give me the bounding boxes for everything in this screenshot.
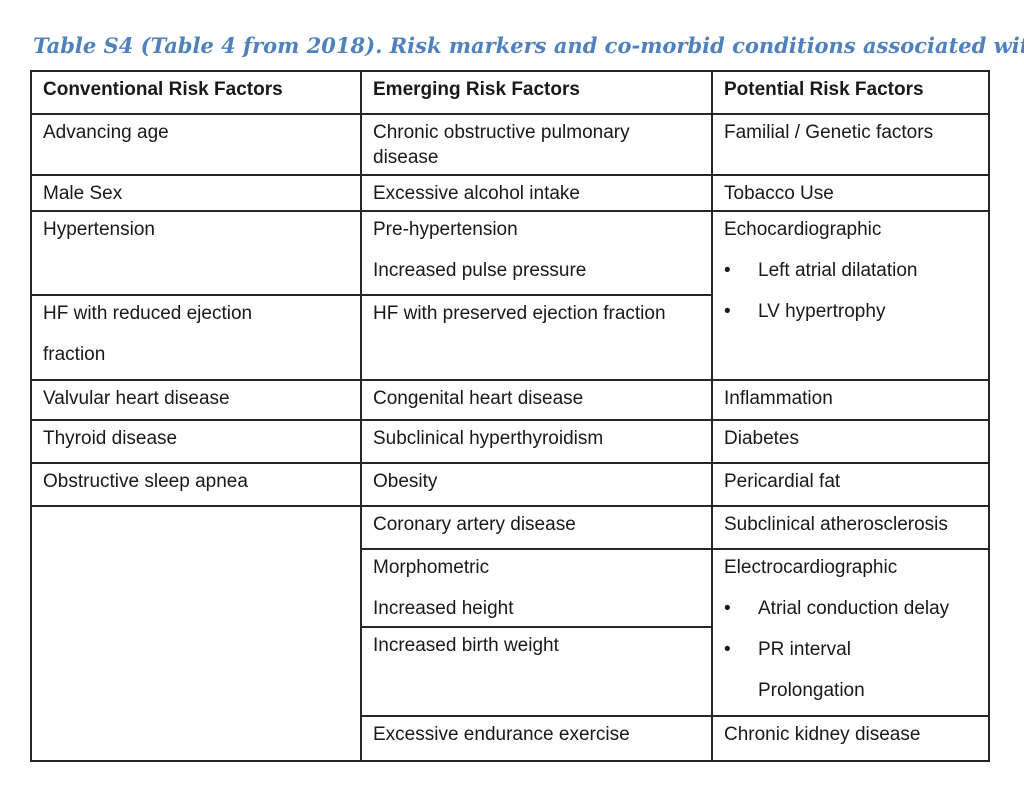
table-row: Thyroid disease Subclinical hyperthyroid… xyxy=(30,419,990,464)
bullet-item: • Atrial conduction delay xyxy=(724,596,977,621)
cell-text: Valvular heart disease xyxy=(43,388,230,409)
table-row: HF with reduced ejection fraction HF wit… xyxy=(30,294,989,381)
cell-text: Echocardiographic xyxy=(724,219,882,240)
cell-excessive-alcohol-intake: Excessive alcohol intake xyxy=(360,174,713,212)
bullet-item: • Left atrial dilatation xyxy=(724,258,977,283)
cell-text: Obesity xyxy=(373,471,438,492)
cell-text: Subclinical atherosclerosis xyxy=(724,514,948,535)
cell-text: Congenital heart disease xyxy=(373,388,584,409)
cell-coronary-artery-disease: Coronary artery disease xyxy=(360,505,713,550)
bullet-icon: • xyxy=(724,301,731,322)
cell-familial-genetic-factors: Familial / Genetic factors xyxy=(711,113,990,176)
cell-text: Electrocardiographic xyxy=(724,557,898,578)
table-row: Hypertension Pre-hypertension Increased … xyxy=(30,210,990,381)
cell-increased-birth-weight: Increased birth weight xyxy=(360,626,713,717)
bullet-icon: • xyxy=(724,639,731,660)
cell-text: Obstructive sleep apnea xyxy=(43,471,248,492)
cell-electrocardiographic: Electrocardiographic • Atrial conduction… xyxy=(711,548,990,717)
cell-pericardial-fat: Pericardial fat xyxy=(711,462,990,507)
cell-text: Thyroid disease xyxy=(43,428,178,449)
table-row: Excessive endurance exercise Chronic kid… xyxy=(31,715,990,762)
cell-hf-preserved-ef: HF with preserved ejection fraction xyxy=(360,294,713,381)
cell-text: Excessive alcohol intake xyxy=(373,183,580,204)
table-row: Obstructive sleep apnea Obesity Pericard… xyxy=(30,462,990,507)
cell-subclinical-hyperthyroidism: Subclinical hyperthyroidism xyxy=(360,419,713,464)
bullet-item: • PR interval Prolongation xyxy=(724,637,977,711)
table-row: Coronary artery disease Subclinical athe… xyxy=(30,505,990,762)
cell-excessive-endurance-exercise: Excessive endurance exercise xyxy=(360,715,713,762)
cell-text: Advancing age xyxy=(43,122,169,143)
cell-text: Left atrial dilatation xyxy=(758,260,918,281)
cell-chronic-kidney-disease: Chronic kidney disease xyxy=(711,715,990,762)
col-header-emerging: Emerging Risk Factors xyxy=(360,70,713,115)
cell-inflammation: Inflammation xyxy=(711,379,990,421)
cell-text: Excessive endurance exercise xyxy=(373,724,630,745)
cell-text: HF with reduced ejection fraction xyxy=(43,303,253,365)
cell-text: Male Sex xyxy=(43,183,123,204)
cell-text: PR interval Prolongation xyxy=(758,639,865,701)
risk-factors-table: Conventional Risk Factors Emerging Risk … xyxy=(30,70,990,762)
cell-congenital-heart-disease: Congenital heart disease xyxy=(360,379,713,421)
cell-tobacco-use: Tobacco Use xyxy=(711,174,990,212)
table-caption: Table S4 (Table 4 from 2018). Risk marke… xyxy=(33,33,1024,58)
cell-text: Hypertension xyxy=(43,219,155,240)
cell-text: LV hypertrophy xyxy=(758,301,886,322)
cell-text: Coronary artery disease xyxy=(373,514,576,535)
col-header-conventional: Conventional Risk Factors xyxy=(30,70,362,115)
bullet-icon: • xyxy=(724,260,731,281)
cell-advancing-age: Advancing age xyxy=(30,113,362,176)
cell-echocardiographic: Echocardiographic • Left atrial dilatati… xyxy=(711,210,990,381)
cell-copd: Chronic obstructive pulmonary disease xyxy=(360,113,713,176)
table-row: Advancing age Chronic obstructive pulmon… xyxy=(30,113,990,176)
col-header-potential: Potential Risk Factors xyxy=(711,70,990,115)
cell-text: Morphometric xyxy=(373,557,490,578)
table-row: Valvular heart disease Congenital heart … xyxy=(30,379,990,421)
cell-text: Familial / Genetic factors xyxy=(724,122,934,143)
bullet-icon: • xyxy=(724,598,731,619)
cell-text: Atrial conduction delay xyxy=(758,598,950,619)
cell-text: Tobacco Use xyxy=(724,183,834,204)
cell-valvular-heart-disease: Valvular heart disease xyxy=(30,379,362,421)
cell-hypertension: Hypertension xyxy=(30,210,362,296)
table-row: Male Sex Excessive alcohol intake Tobacc… xyxy=(30,174,990,212)
cell-text: Increased height xyxy=(373,598,514,619)
cell-text: Increased birth weight xyxy=(373,635,559,657)
cell-obesity: Obesity xyxy=(360,462,713,507)
cell-male-sex: Male Sex xyxy=(30,174,362,212)
cell-hf-reduced-ef: HF with reduced ejection fraction xyxy=(30,294,362,381)
cell-empty xyxy=(30,505,362,762)
cell-text: HF with preserved ejection fraction xyxy=(373,303,666,324)
table-row: Increased birth weight xyxy=(31,626,989,717)
cell-thyroid-disease: Thyroid disease xyxy=(30,419,362,464)
cell-text: Pericardial fat xyxy=(724,471,841,492)
cell-text: Chronic kidney disease xyxy=(724,724,921,745)
cell-text: Increased pulse pressure xyxy=(373,260,587,281)
cell-diabetes: Diabetes xyxy=(711,419,990,464)
table-row: Morphometric Increased height Electrocar… xyxy=(31,547,990,717)
cell-text: Diabetes xyxy=(724,428,799,449)
cell-morphometric-height: Morphometric Increased height xyxy=(360,547,713,629)
cell-text: Chronic obstructive pulmonary disease xyxy=(373,122,630,168)
cell-text: Subclinical hyperthyroidism xyxy=(373,428,604,449)
cell-subclinical-atherosclerosis: Subclinical atherosclerosis xyxy=(711,505,990,550)
cell-text: Inflammation xyxy=(724,388,833,409)
bullet-item: • LV hypertrophy xyxy=(724,299,977,324)
cell-text: Pre-hypertension xyxy=(373,219,518,240)
header-row: Conventional Risk Factors Emerging Risk … xyxy=(30,70,990,115)
cell-pre-hypertension-pulse-pressure: Pre-hypertension Increased pulse pressur… xyxy=(360,210,713,296)
cell-obstructive-sleep-apnea: Obstructive sleep apnea xyxy=(30,462,362,507)
